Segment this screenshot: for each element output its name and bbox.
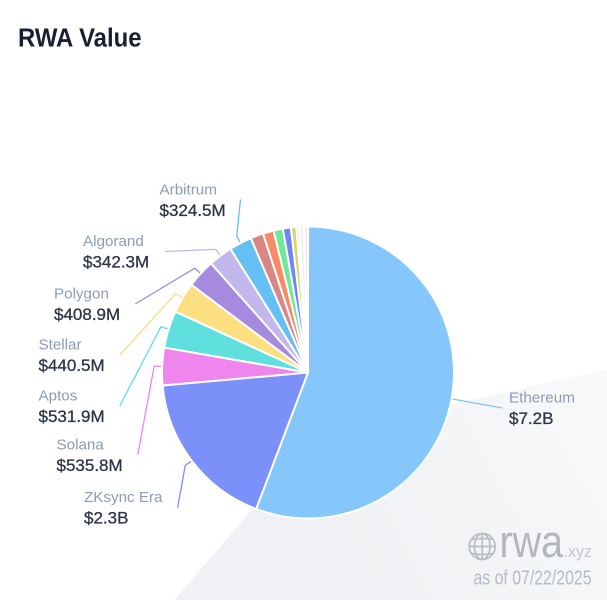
svg-text:RWA Value: RWA Value: [18, 22, 142, 52]
svg-text:$7.2B: $7.2B: [509, 409, 553, 428]
svg-text:Algorand: Algorand: [83, 233, 144, 250]
svg-text:.xyz: .xyz: [564, 542, 593, 561]
svg-text:$440.5M: $440.5M: [39, 356, 105, 375]
svg-text:Stellar: Stellar: [39, 336, 82, 353]
svg-text:$535.8M: $535.8M: [57, 456, 123, 475]
svg-text:Aptos: Aptos: [39, 387, 78, 404]
svg-text:as of 07/22/2025: as of 07/22/2025: [474, 568, 592, 590]
svg-text:ZKsync Era: ZKsync Era: [84, 489, 163, 506]
svg-text:Ethereum: Ethereum: [509, 389, 575, 406]
svg-text:$531.9M: $531.9M: [39, 407, 105, 426]
svg-text:$324.5M: $324.5M: [160, 201, 226, 220]
svg-text:rwa: rwa: [500, 516, 564, 567]
svg-text:Arbitrum: Arbitrum: [160, 181, 217, 198]
svg-text:Solana: Solana: [57, 436, 105, 453]
svg-text:$408.9M: $408.9M: [54, 305, 120, 324]
svg-text:$2.3B: $2.3B: [84, 509, 128, 528]
svg-text:Polygon: Polygon: [54, 285, 109, 302]
svg-text:$342.3M: $342.3M: [83, 253, 149, 272]
